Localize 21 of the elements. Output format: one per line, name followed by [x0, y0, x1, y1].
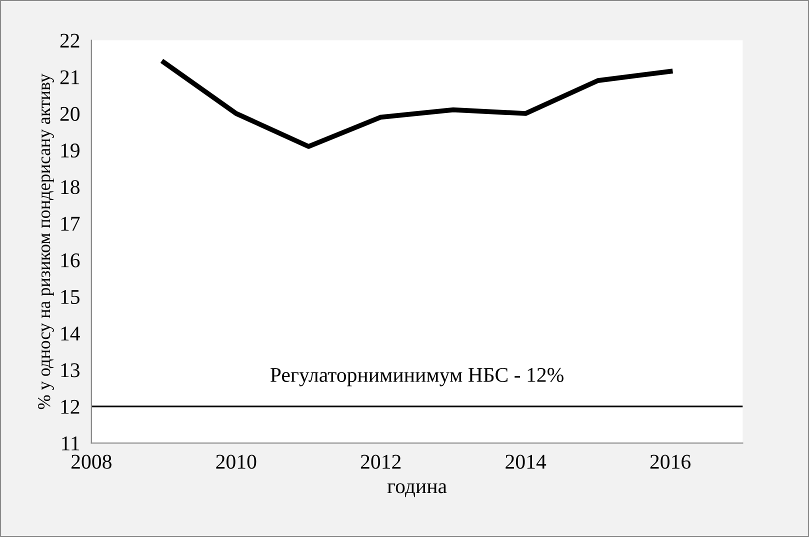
- x-tick-label: 2016: [650, 454, 691, 469]
- line-series: [161, 60, 673, 149]
- y-tick-label: 13: [61, 363, 80, 378]
- y-tick-label: 11: [62, 436, 80, 450]
- x-tick-label: 2008: [72, 454, 112, 469]
- y-tick-label: 19: [61, 144, 80, 158]
- y-tick-label: 20: [60, 106, 80, 121]
- x-axis-title: година: [387, 483, 447, 498]
- y-tick-label: 16: [61, 253, 80, 268]
- y-axis-title: % у односу на ризиком пондерисану активу: [38, 74, 54, 410]
- y-tick-label: 15: [61, 290, 80, 304]
- x-tick-label: 2014: [506, 454, 546, 469]
- y-tick-label: 14: [61, 326, 80, 340]
- y-tick-label: 22: [60, 34, 80, 48]
- y-tick-label: 12: [61, 400, 80, 414]
- x-tick-label: 2012: [360, 454, 401, 469]
- y-tick-label: 21: [60, 70, 80, 84]
- y-tick-label: 17: [61, 216, 80, 231]
- x-tick-label: 2010: [216, 454, 256, 469]
- y-tick-label: 18: [61, 180, 80, 194]
- ref-line-label: Регулаторниминимум НБС - 12%: [270, 368, 564, 386]
